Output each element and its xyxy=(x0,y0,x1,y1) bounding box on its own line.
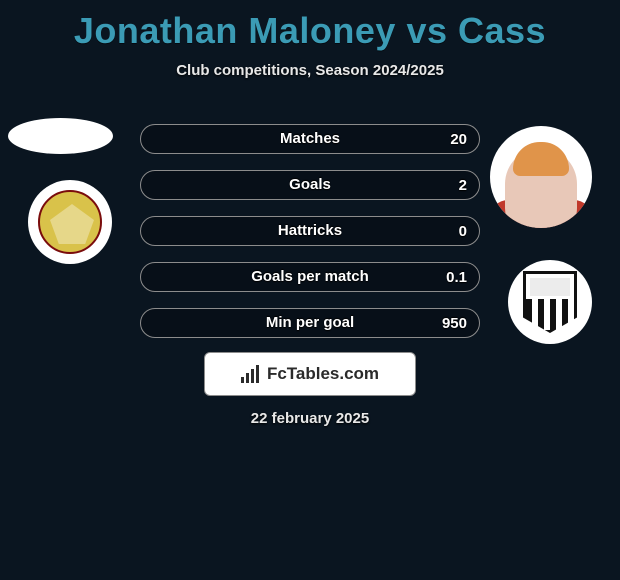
stat-label: Matches xyxy=(280,124,340,154)
stat-row-mpg: Min per goal 950 xyxy=(140,308,480,338)
player-right-avatar xyxy=(490,126,592,228)
stat-row-matches: Matches 20 xyxy=(140,124,480,154)
stat-row-goals: Goals 2 xyxy=(140,170,480,200)
stat-row-gpm: Goals per match 0.1 xyxy=(140,262,480,292)
stat-label: Min per goal xyxy=(266,308,354,338)
stat-label: Goals xyxy=(289,170,331,200)
crest-icon xyxy=(523,271,577,333)
page-title: Jonathan Maloney vs Cass xyxy=(0,0,620,52)
stat-row-hattricks: Hattricks 0 xyxy=(140,216,480,246)
stat-right-value: 20 xyxy=(450,125,467,155)
date-label: 22 february 2025 xyxy=(0,410,620,427)
stat-label: Goals per match xyxy=(251,262,369,292)
subtitle: Club competitions, Season 2024/2025 xyxy=(0,62,620,79)
player-left-avatar xyxy=(8,118,113,154)
stat-right-value: 0 xyxy=(459,217,467,247)
stat-right-value: 0.1 xyxy=(446,263,467,293)
stat-right-value: 950 xyxy=(442,309,467,339)
chart-icon xyxy=(241,365,263,383)
logo-text: FcTables.com xyxy=(267,364,379,384)
stat-right-value: 2 xyxy=(459,171,467,201)
avatar-face-icon xyxy=(505,148,577,228)
club-left-badge xyxy=(28,180,112,264)
fctables-logo: FcTables.com xyxy=(204,352,416,396)
club-right-badge xyxy=(508,260,592,344)
stats-table: Matches 20 Goals 2 Hattricks 0 Goals per… xyxy=(140,124,480,354)
crest-icon xyxy=(38,190,102,254)
stat-label: Hattricks xyxy=(278,216,342,246)
